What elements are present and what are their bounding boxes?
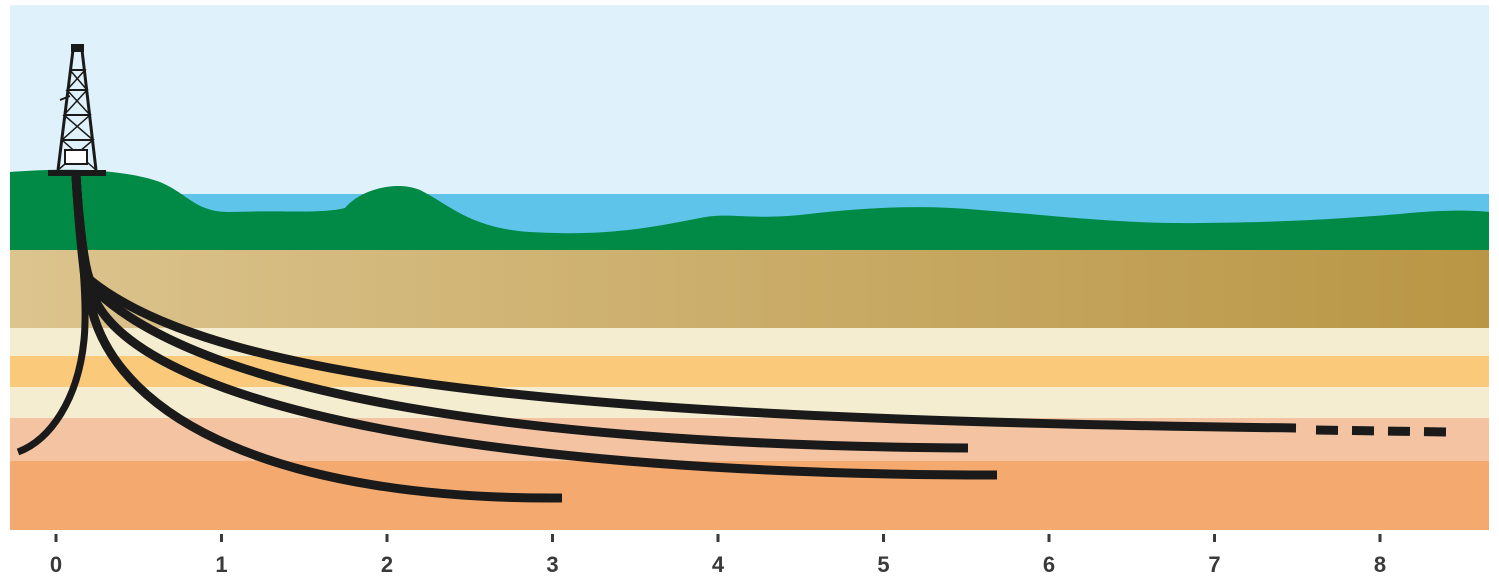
wellbore-1-extension-dashed [1315, 425, 1449, 437]
drilling-rig-icon [48, 44, 106, 176]
axis-label-4: 4 [712, 552, 725, 577]
axis-label-8: 8 [1374, 552, 1386, 577]
axis-label-5: 5 [877, 552, 889, 577]
stratum-tan [10, 250, 1489, 328]
wellbore-4 [71, 175, 563, 503]
distance-axis: 0 1 2 3 4 5 6 7 8 [50, 534, 1386, 577]
axis-label-7: 7 [1208, 552, 1220, 577]
axis-label-6: 6 [1043, 552, 1055, 577]
land-surface [10, 169, 1489, 252]
axis-label-3: 3 [546, 552, 558, 577]
axis-label-0: 0 [50, 552, 62, 577]
sky [10, 5, 1489, 205]
axis-label-1: 1 [215, 552, 227, 577]
axis-label-2: 2 [381, 552, 393, 577]
